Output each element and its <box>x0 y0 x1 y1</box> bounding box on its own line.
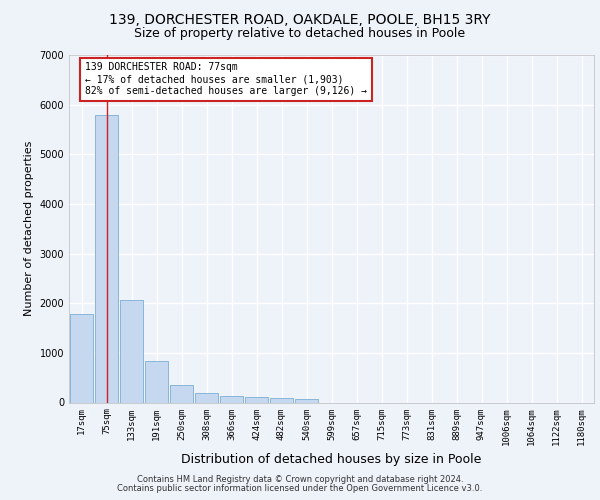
Text: Contains HM Land Registry data © Crown copyright and database right 2024.: Contains HM Land Registry data © Crown c… <box>137 475 463 484</box>
Bar <box>70 314 93 402</box>
X-axis label: Distribution of detached houses by size in Poole: Distribution of detached houses by size … <box>181 454 482 466</box>
Bar <box>295 399 318 402</box>
Bar <box>195 393 218 402</box>
Bar <box>170 386 193 402</box>
Bar <box>220 396 243 402</box>
Bar <box>120 300 143 402</box>
Text: Size of property relative to detached houses in Poole: Size of property relative to detached ho… <box>134 28 466 40</box>
Bar <box>145 362 168 403</box>
Text: 139, DORCHESTER ROAD, OAKDALE, POOLE, BH15 3RY: 139, DORCHESTER ROAD, OAKDALE, POOLE, BH… <box>109 12 491 26</box>
Text: Contains public sector information licensed under the Open Government Licence v3: Contains public sector information licen… <box>118 484 482 493</box>
Y-axis label: Number of detached properties: Number of detached properties <box>24 141 34 316</box>
Bar <box>95 114 118 403</box>
Text: 139 DORCHESTER ROAD: 77sqm
← 17% of detached houses are smaller (1,903)
82% of s: 139 DORCHESTER ROAD: 77sqm ← 17% of deta… <box>85 62 367 96</box>
Bar <box>270 398 293 402</box>
Bar <box>245 397 268 402</box>
